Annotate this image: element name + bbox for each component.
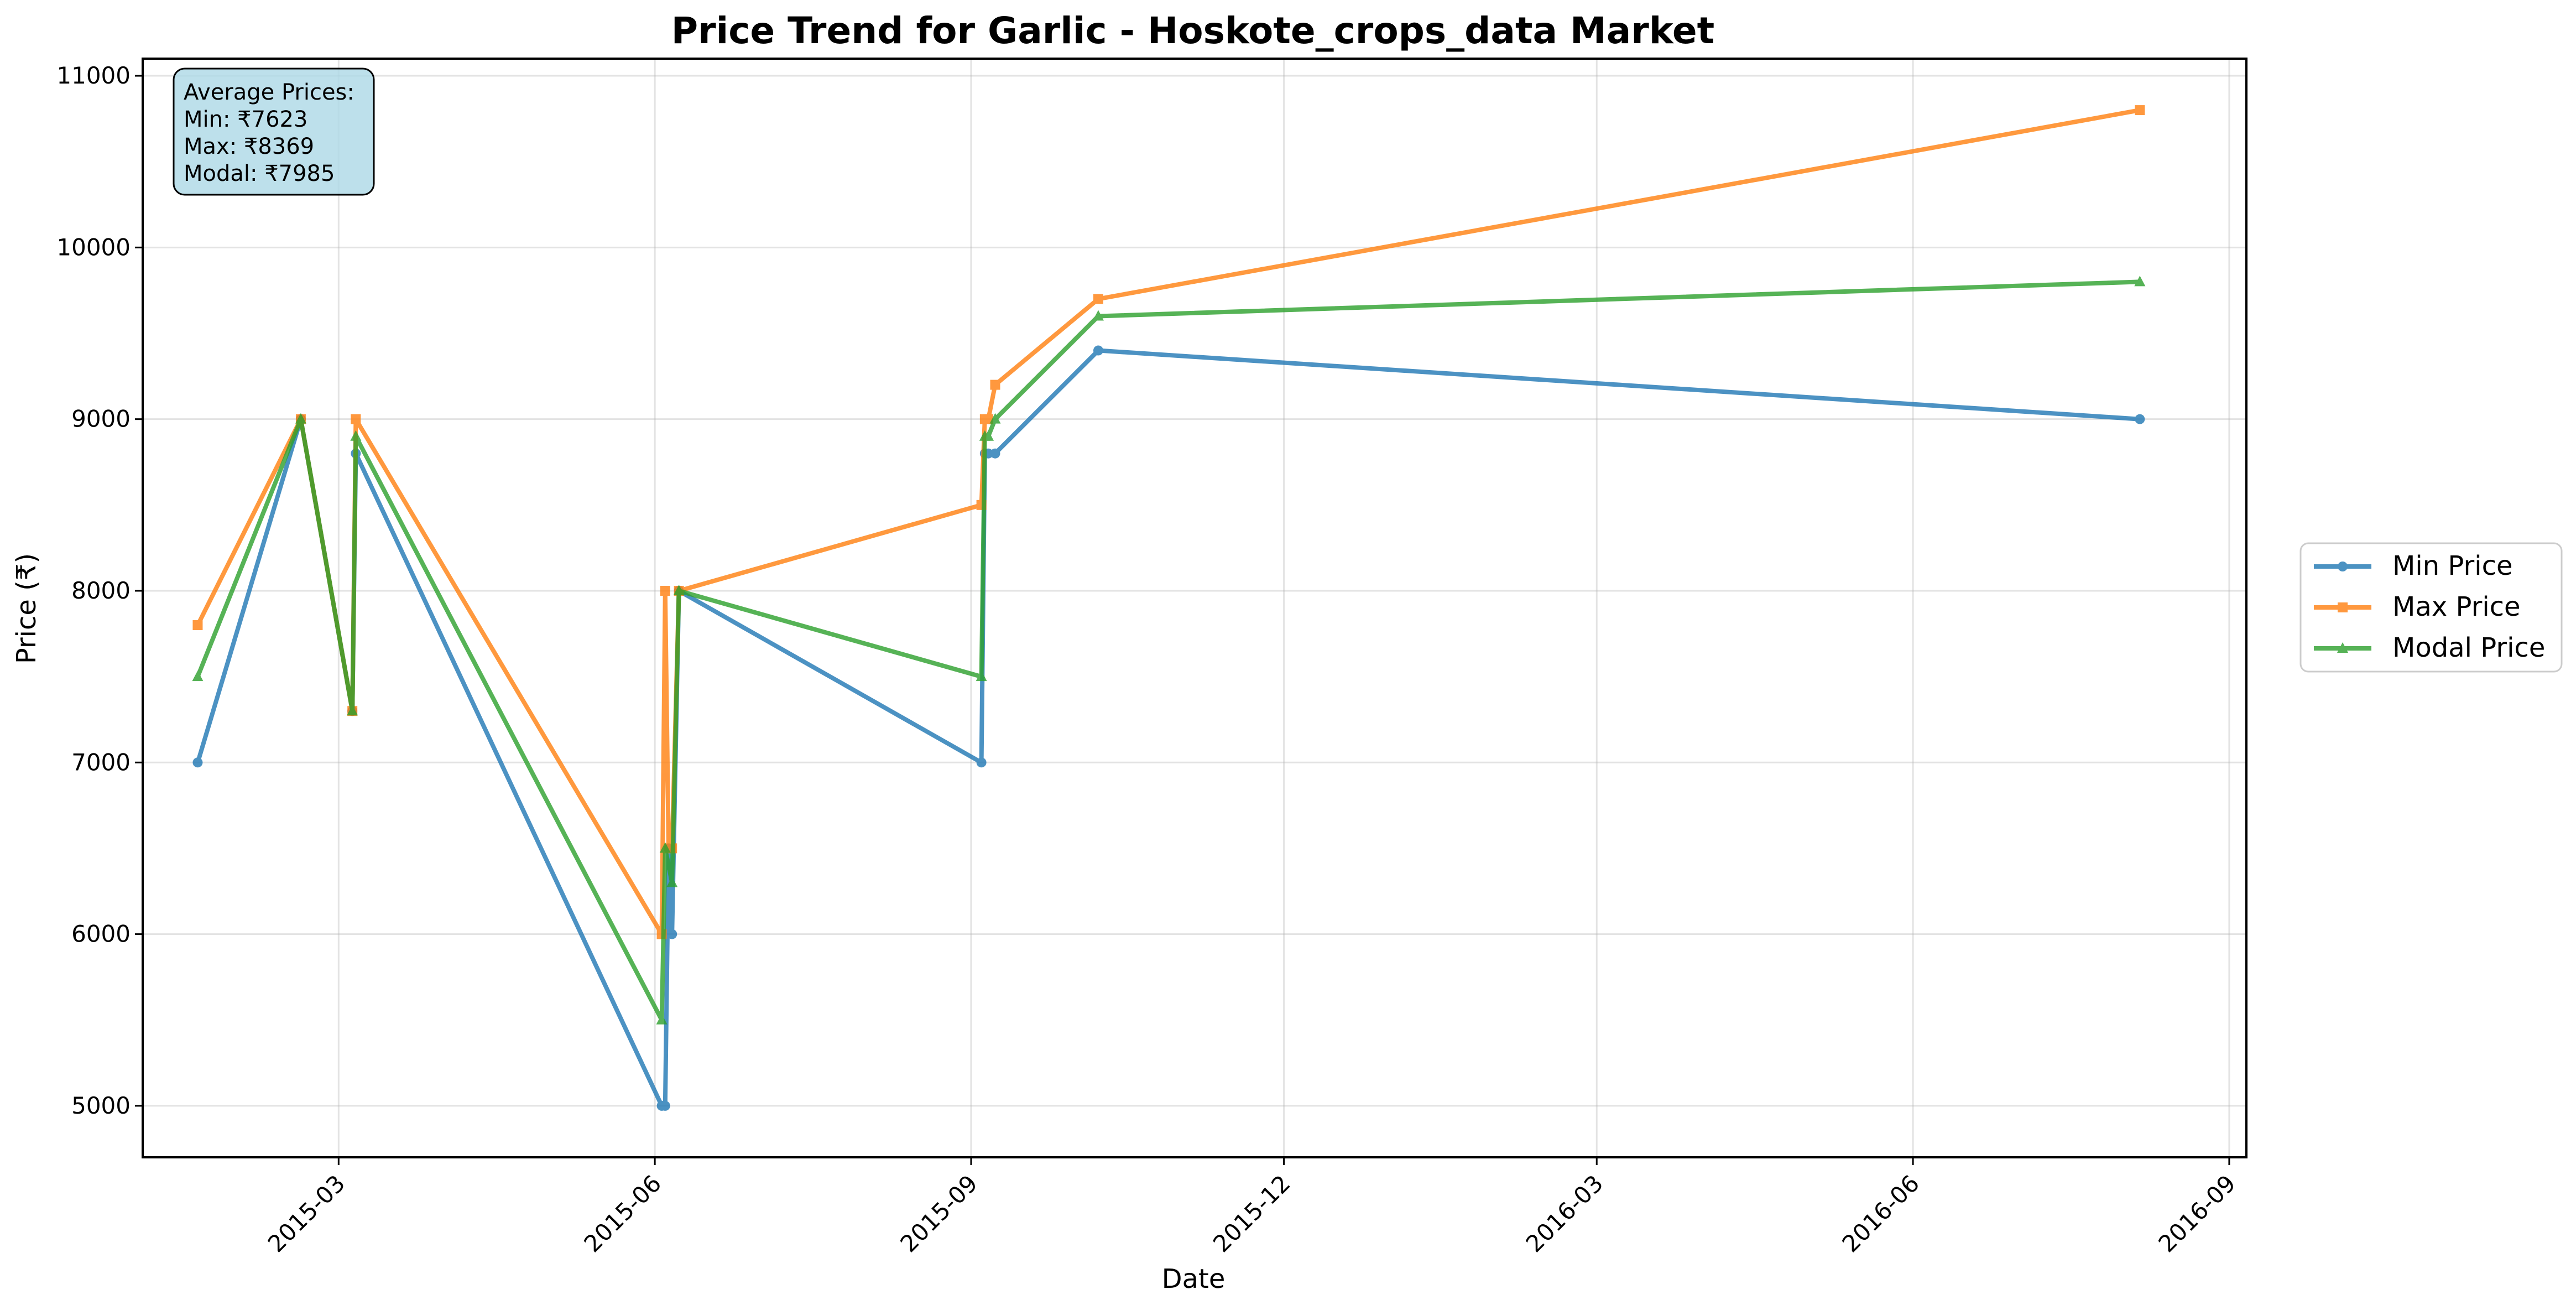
- data-point-min-price: [667, 929, 677, 939]
- data-point-max-price: [990, 380, 1000, 390]
- legend-marker-max-price: [2338, 602, 2348, 612]
- data-point-modal-price: [673, 584, 685, 595]
- average-prices-box: Average Prices: Min: ₹7623 Max: ₹8369 Mo…: [173, 67, 375, 196]
- data-point-modal-price: [663, 859, 674, 870]
- data-point-min-price: [976, 757, 987, 768]
- x-axis-label: Date: [1162, 1264, 1226, 1295]
- data-point-modal-price: [656, 1013, 668, 1025]
- data-point-max-price: [2135, 105, 2145, 116]
- data-point-modal-price: [192, 670, 204, 682]
- average-prices-box-background: [173, 67, 375, 196]
- legend-swatch-min-price: [2314, 562, 2371, 571]
- legend-label-min-price: Min Price: [2392, 550, 2513, 581]
- legend-marker-min-price: [2338, 562, 2348, 571]
- plot-area-frame: [142, 58, 2248, 1158]
- legend-label-modal-price: Modal Price: [2392, 632, 2545, 663]
- series-layer: [192, 105, 2146, 1111]
- chart-title: Price Trend for Garlic - Hoskote_crops_d…: [671, 9, 1714, 52]
- data-point-max-price: [351, 414, 361, 424]
- data-point-min-price: [2135, 414, 2145, 424]
- data-point-min-price: [1093, 345, 1103, 356]
- average-modal-price: Modal: ₹7985: [184, 161, 335, 186]
- legend-label-max-price: Max Price: [2392, 591, 2521, 622]
- y-tick-label: 11000: [56, 62, 131, 89]
- y-tick-label: 5000: [71, 1092, 131, 1119]
- data-point-max-price: [1093, 294, 1103, 304]
- legend-marker-modal-price: [2337, 642, 2348, 653]
- data-point-modal-price: [347, 705, 358, 716]
- legend-items: [2314, 562, 2371, 653]
- legend-swatch-modal-price: [2314, 642, 2371, 653]
- data-point-modal-price: [983, 430, 994, 441]
- data-point-modal-price: [989, 413, 1001, 424]
- data-point-min-price: [990, 448, 1000, 459]
- data-point-modal-price: [976, 670, 987, 682]
- legend-frame: [2299, 542, 2563, 673]
- average-prices-header: Average Prices:: [184, 80, 354, 105]
- series-modal-price: [192, 275, 2146, 1025]
- data-point-modal-price: [2134, 275, 2146, 287]
- data-point-modal-price: [350, 430, 362, 441]
- y-axis-label: Price (₹): [11, 553, 42, 664]
- data-point-max-price: [660, 585, 670, 596]
- data-point-min-price: [660, 1100, 670, 1111]
- y-tick-label: 6000: [71, 921, 131, 948]
- y-tick-label: 7000: [71, 748, 131, 776]
- legend-swatch-max-price: [2314, 602, 2371, 612]
- data-point-max-price: [192, 620, 203, 631]
- y-tick-label: 10000: [56, 233, 131, 261]
- data-point-modal-price: [666, 876, 678, 887]
- data-point-modal-price: [659, 842, 671, 853]
- y-tick-label: 9000: [71, 406, 131, 433]
- data-point-modal-price: [295, 413, 306, 424]
- data-point-min-price: [192, 757, 203, 768]
- y-tick-label: 8000: [71, 577, 131, 604]
- grid-layer: [143, 59, 2246, 1157]
- data-point-modal-price: [1092, 310, 1104, 321]
- legend: Min Price Max Price Modal Price: [2299, 542, 2563, 673]
- average-max-price: Max: ₹8369: [184, 134, 314, 159]
- average-min-price: Min: ₹7623: [184, 107, 307, 132]
